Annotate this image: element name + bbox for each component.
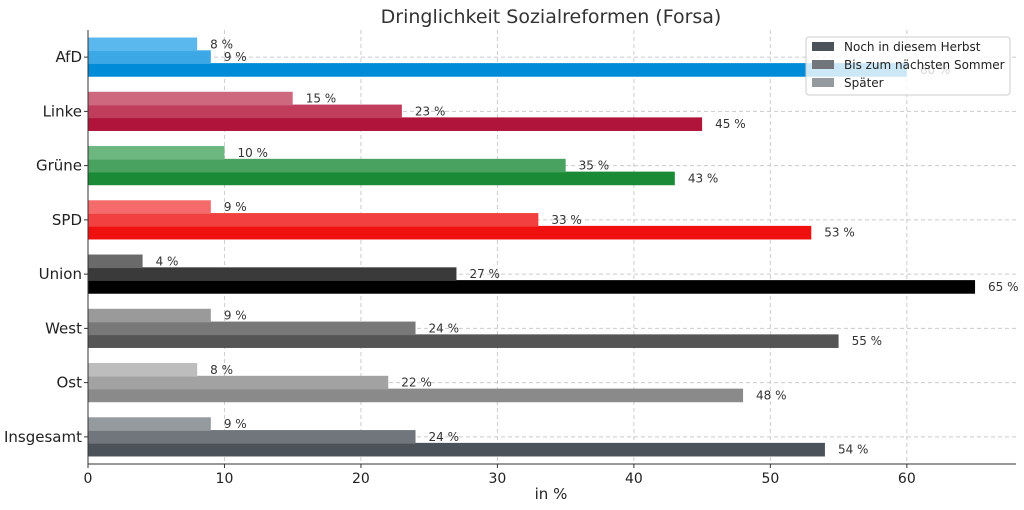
data-label: 9 % — [224, 200, 247, 214]
bar — [88, 146, 225, 160]
bar — [88, 171, 675, 186]
x-tick-label: 20 — [352, 471, 370, 487]
category-label: Ost — [56, 374, 82, 392]
bar — [88, 158, 566, 173]
bar — [88, 388, 744, 403]
x-tick-label: 60 — [898, 471, 916, 487]
bars-layer — [88, 37, 976, 457]
data-label: 23 % — [415, 104, 446, 118]
bar — [88, 200, 211, 214]
bar — [88, 417, 211, 431]
legend-swatch — [812, 42, 834, 51]
data-label: 53 % — [824, 226, 855, 240]
bar — [88, 442, 825, 457]
legend-entry: Später — [844, 76, 884, 90]
data-label: 45 % — [715, 117, 746, 131]
x-tick-label: 0 — [84, 471, 93, 487]
data-label: 9 % — [224, 309, 247, 323]
bar — [88, 375, 389, 390]
chart-title: Dringlichkeit Sozialreformen (Forsa) — [381, 6, 722, 28]
x-tick-label: 10 — [216, 471, 234, 487]
data-label: 43 % — [688, 171, 719, 185]
data-label: 65 % — [988, 280, 1019, 294]
bar — [88, 430, 416, 444]
bar — [88, 91, 293, 106]
bar — [88, 334, 839, 348]
bar — [88, 254, 143, 269]
bar — [88, 37, 198, 52]
x-tick-label: 50 — [761, 471, 779, 487]
bar — [88, 50, 211, 64]
data-label: 10 % — [237, 146, 268, 160]
category-label: Insgesamt — [4, 428, 82, 446]
bar — [88, 63, 907, 77]
bar — [88, 267, 457, 281]
data-label: 15 % — [306, 92, 337, 106]
data-label: 8 % — [210, 363, 233, 377]
bar — [88, 321, 416, 336]
bar — [88, 117, 703, 131]
bar — [88, 213, 539, 227]
bar — [88, 280, 976, 294]
axes-layer — [87, 30, 1016, 465]
data-label: 24 % — [429, 321, 460, 335]
data-label: 33 % — [551, 213, 582, 227]
category-label: SPD — [52, 211, 82, 229]
category-label: Union — [39, 265, 82, 283]
data-label: 8 % — [210, 37, 233, 51]
bar — [88, 104, 402, 119]
data-label: 54 % — [838, 443, 869, 457]
data-label: 48 % — [756, 388, 787, 402]
data-label: 35 % — [579, 159, 610, 173]
legend: Noch in diesem Herbst Bis zum nächsten So… — [805, 36, 1011, 96]
bar — [88, 225, 812, 240]
legend-entry: Bis zum nächsten Sommer — [844, 58, 1005, 72]
legend-swatch — [812, 78, 834, 87]
x-axis-label: in % — [535, 485, 568, 503]
data-label: 4 % — [156, 254, 179, 268]
data-label: 9 % — [224, 417, 247, 431]
category-label: Grüne — [36, 157, 82, 175]
data-label: 24 % — [429, 430, 460, 444]
legend-swatch — [812, 60, 834, 69]
bar — [88, 363, 198, 377]
data-label: 22 % — [401, 376, 432, 390]
category-label: West — [45, 319, 82, 337]
category-label: AfD — [55, 48, 82, 66]
data-label: 27 % — [469, 267, 500, 281]
legend-entry: Noch in diesem Herbst — [844, 40, 981, 54]
bar — [88, 308, 211, 323]
data-label: 9 % — [224, 50, 247, 64]
legend-box — [805, 36, 1011, 96]
x-tick-label: 40 — [625, 471, 643, 487]
x-tick-label: 30 — [488, 471, 506, 487]
data-label: 55 % — [852, 334, 883, 348]
category-label: Linke — [43, 102, 82, 120]
